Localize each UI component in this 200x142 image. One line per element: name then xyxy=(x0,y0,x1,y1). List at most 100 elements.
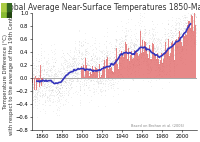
Point xyxy=(167,32,170,34)
Point xyxy=(111,72,114,74)
Point xyxy=(164,38,167,40)
Point xyxy=(123,57,126,60)
Point xyxy=(188,29,191,31)
Point xyxy=(51,78,55,80)
Point xyxy=(76,64,80,66)
Point xyxy=(172,51,175,53)
Point xyxy=(41,108,45,110)
Point xyxy=(158,59,161,62)
Point xyxy=(57,90,61,93)
Point xyxy=(79,53,83,55)
Point xyxy=(181,48,184,50)
Point xyxy=(140,35,143,37)
Bar xyxy=(185,34,186,78)
Point xyxy=(107,59,110,61)
Point xyxy=(97,69,100,71)
Point xyxy=(119,57,122,59)
Point xyxy=(72,60,76,62)
Point xyxy=(83,58,87,60)
Point xyxy=(42,69,46,71)
Point xyxy=(169,51,172,53)
Point xyxy=(162,54,165,56)
Point xyxy=(172,47,175,49)
Point xyxy=(161,60,164,63)
Point xyxy=(117,80,120,82)
Point xyxy=(110,69,113,71)
Point xyxy=(186,25,189,27)
Point xyxy=(162,69,165,71)
Point xyxy=(70,104,74,106)
Point xyxy=(43,77,47,79)
Point xyxy=(183,30,186,32)
Point xyxy=(54,86,58,88)
Point xyxy=(53,72,57,74)
Point xyxy=(165,73,168,75)
Point xyxy=(165,52,168,54)
Point xyxy=(94,75,97,77)
Point xyxy=(111,72,114,74)
Point xyxy=(85,68,89,70)
Point xyxy=(107,50,110,52)
Point xyxy=(141,32,144,34)
Point xyxy=(110,44,113,47)
Point xyxy=(46,75,50,77)
Bar xyxy=(90,72,91,78)
Point xyxy=(186,31,189,33)
Point xyxy=(144,32,147,34)
Point xyxy=(50,74,54,76)
Point xyxy=(123,54,126,56)
Point xyxy=(113,53,116,55)
Point xyxy=(115,62,118,64)
Point xyxy=(48,79,52,81)
Point xyxy=(174,47,177,49)
Point xyxy=(129,44,132,46)
Point xyxy=(71,62,75,65)
Point xyxy=(182,40,185,42)
Point xyxy=(110,43,113,46)
Point xyxy=(91,36,94,38)
Point xyxy=(163,47,166,50)
Point xyxy=(156,49,159,51)
Point xyxy=(157,38,160,40)
Point xyxy=(103,57,106,59)
Point xyxy=(36,89,40,91)
Point xyxy=(83,41,87,44)
Point xyxy=(186,25,189,27)
Point xyxy=(113,57,116,59)
Point xyxy=(188,21,191,23)
Point xyxy=(101,74,104,76)
Point xyxy=(101,73,104,75)
Point xyxy=(39,67,43,69)
Point xyxy=(136,54,139,57)
Point xyxy=(156,63,159,65)
Point xyxy=(184,27,187,30)
Point xyxy=(153,37,156,39)
Point xyxy=(65,52,69,54)
Point xyxy=(110,68,113,71)
Point xyxy=(161,54,164,57)
Point xyxy=(190,12,193,14)
Point xyxy=(146,58,149,60)
Point xyxy=(190,5,193,7)
Point xyxy=(184,14,187,16)
Point xyxy=(38,68,42,70)
Point xyxy=(169,75,172,77)
Point xyxy=(101,51,104,54)
Point xyxy=(78,80,82,82)
Point xyxy=(132,63,135,65)
Point xyxy=(124,35,127,37)
Point xyxy=(89,75,92,77)
Point xyxy=(149,67,152,69)
Point xyxy=(47,94,51,96)
Point xyxy=(194,32,197,34)
Point xyxy=(121,60,124,62)
Point xyxy=(113,73,116,75)
Point xyxy=(71,62,75,64)
Point xyxy=(65,69,69,71)
Point xyxy=(120,73,123,75)
Point xyxy=(96,75,99,77)
Point xyxy=(155,61,158,63)
Point xyxy=(126,73,129,76)
Bar xyxy=(158,59,159,78)
Point xyxy=(169,45,172,48)
